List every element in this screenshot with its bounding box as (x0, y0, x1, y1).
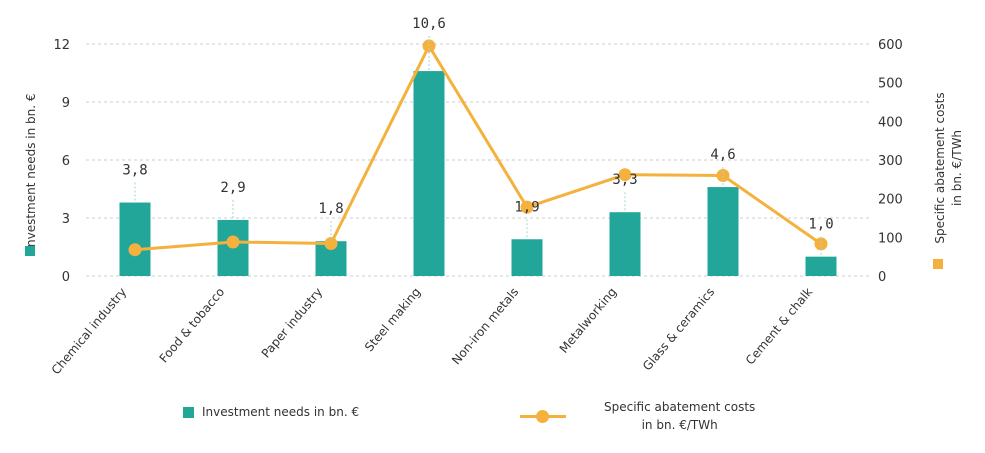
right-tick-label: 200 (878, 193, 903, 208)
legend-bar-item: Investment needs in bn. € (183, 405, 359, 419)
left-tick-label: 3 (62, 212, 70, 227)
right-tick-label: 300 (878, 154, 903, 169)
bar-value-label: 10,6 (412, 16, 446, 32)
left-tick-label: 0 (62, 270, 70, 285)
bar-series (119, 71, 837, 276)
legend-line-swatch (520, 410, 566, 423)
left-tick-label: 12 (53, 38, 70, 53)
line-point (226, 235, 240, 249)
line-point (324, 237, 338, 251)
category-label: Metalworking (557, 285, 620, 356)
bar-value-label: 1,9 (514, 199, 539, 215)
right-axis-title-line2: in bn. €/TWh (950, 130, 964, 206)
category-label: Chemical industry (49, 285, 130, 377)
line-point (814, 237, 828, 251)
category-label: Food & tobacco (157, 285, 228, 365)
bar (805, 256, 837, 276)
left-tick-label: 6 (62, 154, 70, 169)
legend-bar-swatch (183, 406, 194, 418)
legend-line-item: Specific abatement costs in bn. €/TWh (520, 398, 755, 434)
category-labels: Chemical industry Food & tobacco Paper ind… (49, 285, 816, 377)
right-tick-label: 100 (878, 231, 903, 246)
bar-value-labels: 3,8 2,9 1,8 10,6 1,9 3,3 4,6 1,0 (122, 16, 834, 257)
grid-lines (86, 43, 870, 277)
left-tick-label: 9 (62, 96, 70, 111)
category-label: Paper industry (259, 285, 326, 361)
bar-value-label: 1,8 (318, 201, 343, 217)
bar (707, 187, 739, 276)
bar-value-label: 4,6 (710, 147, 735, 163)
line-point (128, 243, 142, 257)
left-axis-marker (25, 246, 35, 256)
legend-line-label-2: in bn. €/TWh (641, 418, 718, 432)
bar (609, 212, 641, 276)
bar-value-label: 3,3 (612, 172, 637, 188)
right-tick-label: 500 (878, 77, 903, 92)
line-path (134, 44, 822, 252)
bar-value-label: 1,0 (808, 217, 833, 233)
legend-bar-label: Investment needs in bn. € (202, 405, 360, 419)
category-label: Non-iron metals (449, 285, 521, 367)
bar-value-label: 2,9 (220, 180, 245, 196)
bar-value-label: 3,8 (122, 163, 147, 179)
left-axis-ticks: 0 3 6 9 12 (53, 38, 70, 285)
bar (119, 202, 151, 276)
left-axis-title: Investment needs in bn. € (24, 93, 38, 250)
right-tick-label: 600 (878, 38, 903, 53)
right-tick-label: 400 (878, 115, 903, 130)
right-tick-label: 0 (878, 270, 886, 285)
right-axis-ticks: 0 100 200 300 400 500 600 (878, 38, 903, 285)
category-label: Glass & ceramics (640, 285, 717, 373)
line-point (618, 168, 632, 182)
right-axis-title-line1: Specific abatement costs (933, 92, 947, 243)
right-axis-marker (933, 259, 943, 269)
category-label: Steel making (362, 285, 423, 354)
category-label: Cement & chalk (743, 285, 815, 368)
bar (413, 71, 445, 276)
legend-line-label-1: Specific abatement costs (604, 400, 756, 414)
bar (511, 239, 543, 276)
line-point (520, 200, 534, 214)
